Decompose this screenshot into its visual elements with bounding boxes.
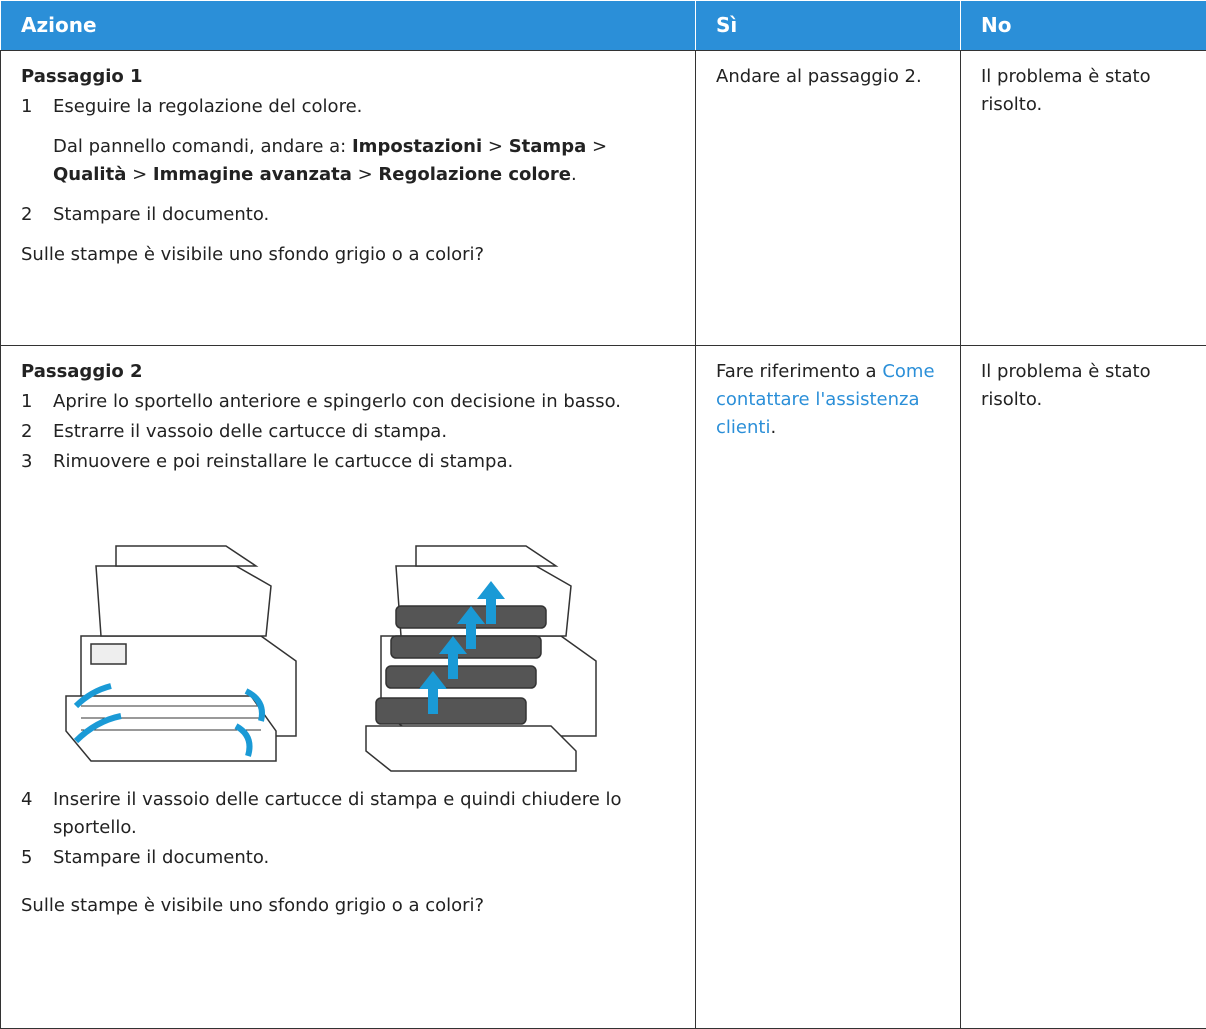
sep: > bbox=[132, 164, 147, 185]
note-prefix: Dal pannello comandi, andare a: bbox=[53, 136, 346, 157]
item-text: Stampare il documento. bbox=[53, 201, 269, 229]
menu: Immagine avanzata bbox=[153, 164, 352, 185]
item-text: Estrarre il vassoio delle cartucce di st… bbox=[53, 418, 447, 446]
item-text: Inserire il vassoio delle cartucce di st… bbox=[53, 786, 677, 842]
item-number: 5 bbox=[21, 844, 53, 872]
item-number: 2 bbox=[21, 418, 53, 446]
question: Sulle stampe è visibile uno sfondo grigi… bbox=[21, 892, 677, 920]
item-number: 1 bbox=[21, 93, 53, 121]
yes-text: Andare al passaggio 2. bbox=[716, 66, 922, 87]
no-cell: Il problema è stato risolto. bbox=[961, 346, 1206, 1029]
menu: Impostazioni bbox=[352, 136, 482, 157]
item-text: Stampare il documento. bbox=[53, 844, 269, 872]
step-title: Passaggio 2 bbox=[21, 358, 677, 386]
printer-cartridges bbox=[366, 546, 596, 771]
printer-open bbox=[66, 546, 296, 761]
item-text: Eseguire la regolazione del colore. bbox=[53, 93, 362, 121]
yes-cell: Fare riferimento a Come contattare l'ass… bbox=[696, 346, 961, 1029]
item-number: 4 bbox=[21, 786, 53, 842]
step-title: Passaggio 1 bbox=[21, 63, 677, 91]
menu: Stampa bbox=[509, 136, 587, 157]
yes-suffix: . bbox=[770, 417, 776, 438]
header-cell: Azione bbox=[1, 1, 696, 51]
item-number: 3 bbox=[21, 448, 53, 476]
sep: > bbox=[592, 136, 607, 157]
header-row: Azione Sì No bbox=[1, 1, 1206, 51]
header-cell: No bbox=[961, 1, 1206, 51]
menu: Regolazione colore bbox=[378, 164, 571, 185]
illustration bbox=[21, 486, 621, 776]
menu: Qualità bbox=[53, 164, 126, 185]
note: Dal pannello comandi, andare a: Impostaz… bbox=[53, 133, 677, 189]
header-cell: Sì bbox=[696, 1, 961, 51]
sep: > bbox=[488, 136, 503, 157]
item-number: 2 bbox=[21, 201, 53, 229]
item-text: Aprire lo sportello anteriore e spingerl… bbox=[53, 388, 621, 416]
item-text: Rimuovere e poi reinstallare le cartucce… bbox=[53, 448, 513, 476]
yes-cell: Andare al passaggio 2. bbox=[696, 51, 961, 346]
no-text: Il problema è stato risolto. bbox=[981, 66, 1151, 115]
note-suffix: . bbox=[571, 164, 577, 185]
no-cell: Il problema è stato risolto. bbox=[961, 51, 1206, 346]
item-number: 1 bbox=[21, 388, 53, 416]
yes-prefix: Fare riferimento a bbox=[716, 361, 877, 382]
question: Sulle stampe è visibile uno sfondo grigi… bbox=[21, 241, 677, 269]
no-text: Il problema è stato risolto. bbox=[981, 361, 1151, 410]
sep: > bbox=[358, 164, 373, 185]
